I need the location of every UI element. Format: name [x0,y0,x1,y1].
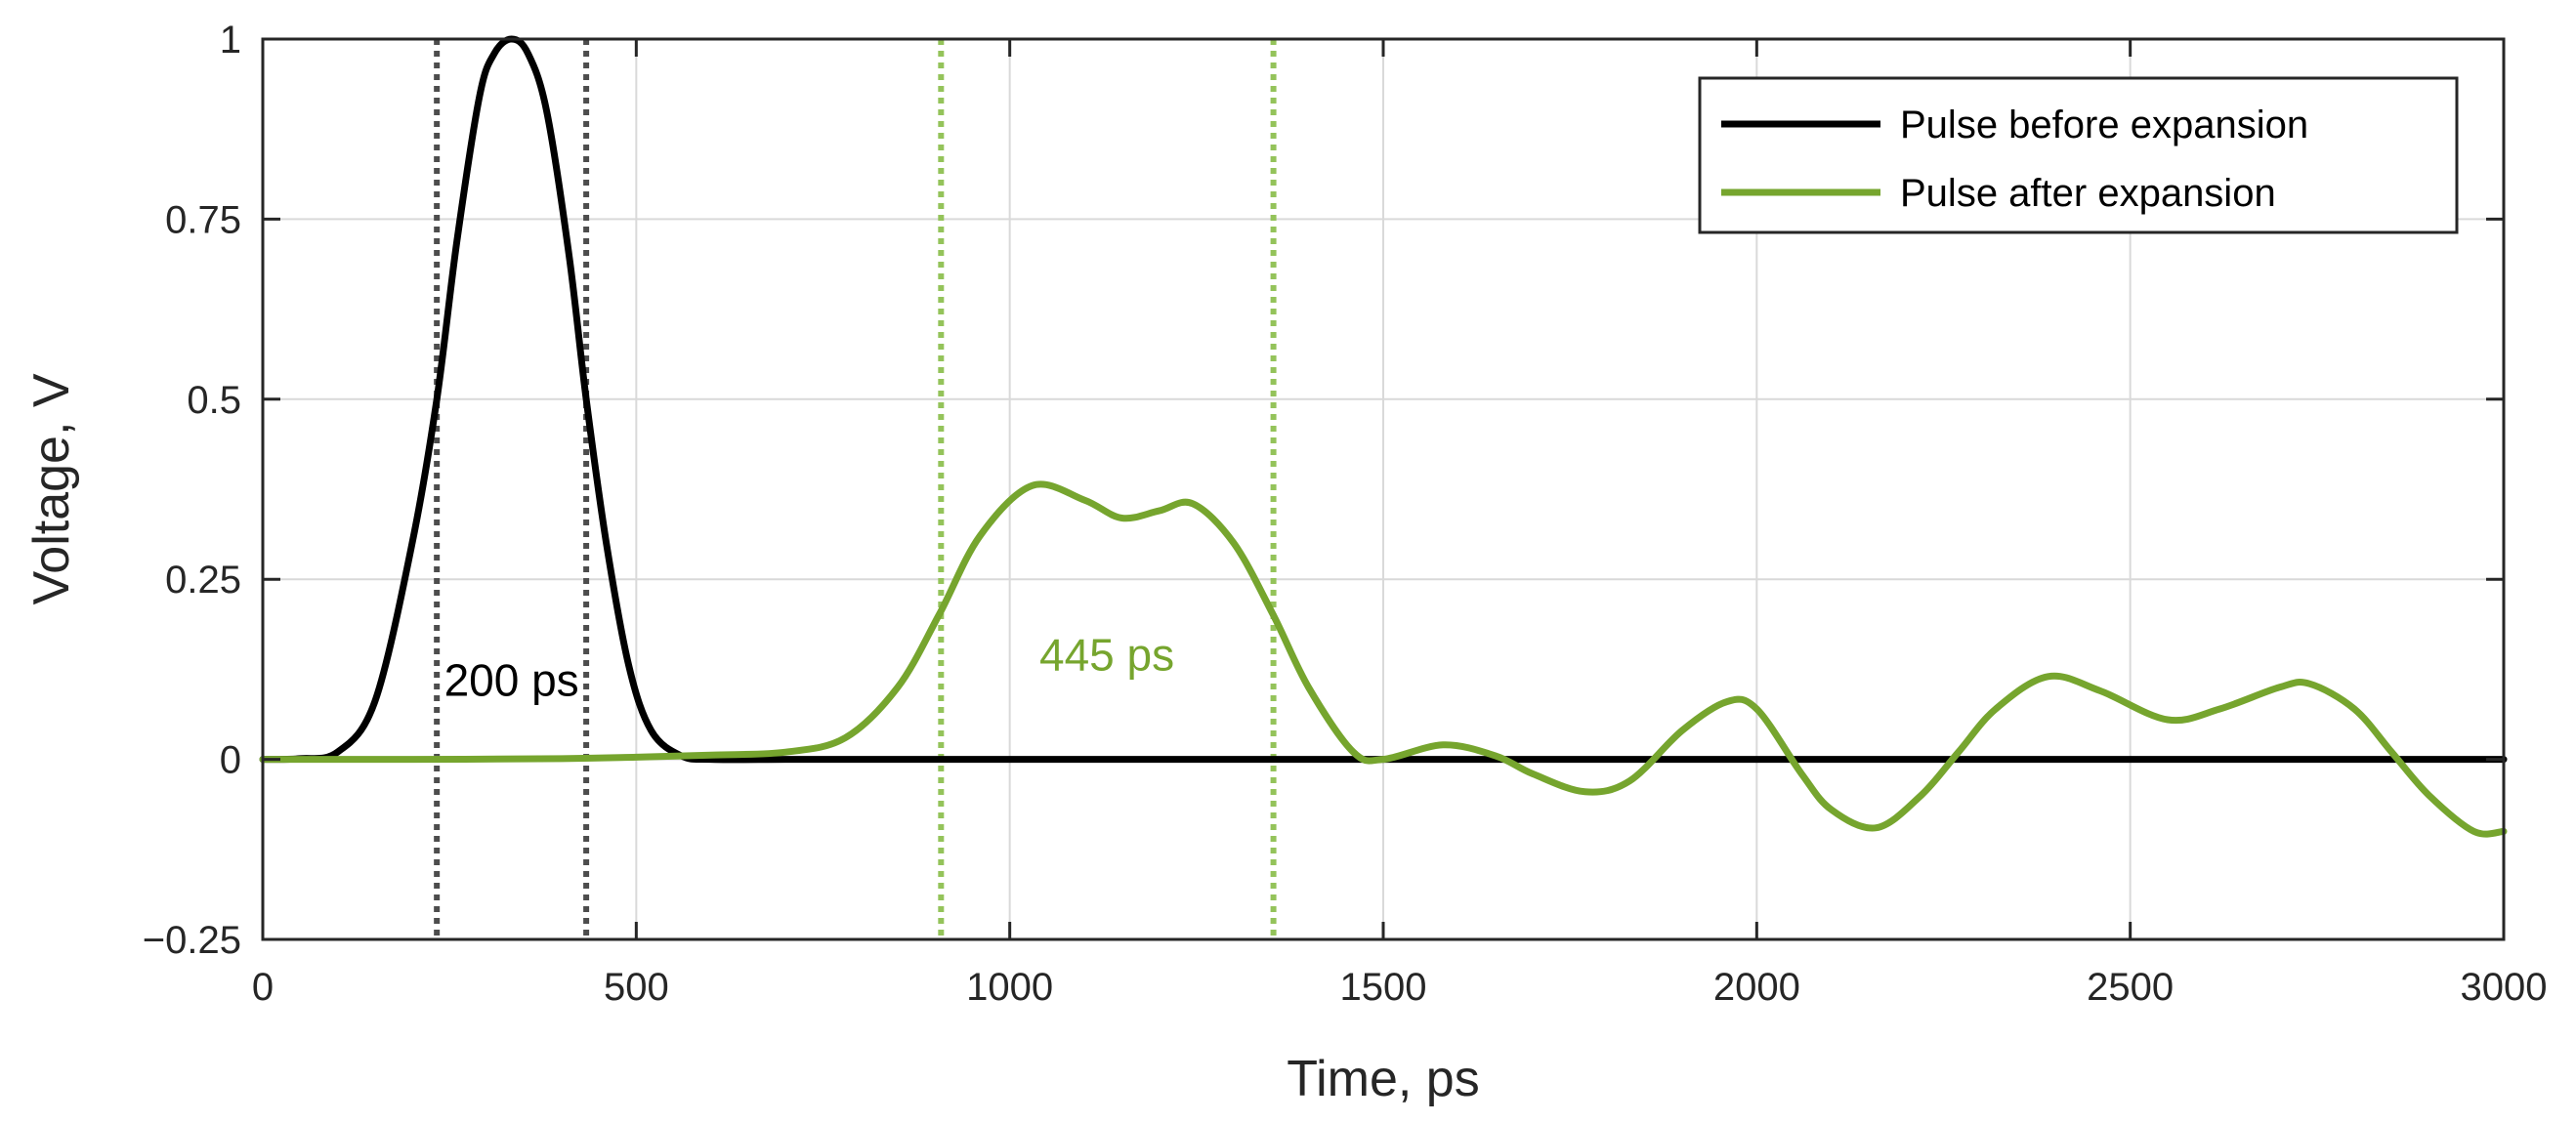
x-axis-label: Time, ps [1287,1051,1479,1107]
series-lines [259,35,2508,838]
x-tick-label: 1000 [966,966,1053,1009]
legend-label-before: Pulse before expansion [1900,104,2308,146]
x-tick-label: 500 [604,966,669,1009]
y-tick-label: 0.5 [187,379,241,422]
y-tick-label: −0.25 [143,919,241,962]
x-tick-label: 1500 [1340,966,1427,1009]
y-tick-label: 0 [220,739,241,782]
annotation-after: 445 ps [1039,630,1174,681]
y-tick-label: 0.75 [165,198,241,241]
legend-box [1698,76,2459,234]
axes: 0 500 1000 1500 2000 2500 3000 −0.25 0 0.25 0.5 0.7… [23,19,2547,1107]
y-axis-label: Voltage, V [23,373,80,604]
annotation-before: 200 ps [444,654,579,705]
legend: Pulse before expansion Pulse after expans… [1698,76,2459,234]
duration-markers [434,39,1277,939]
legend-label-after: Pulse after expansion [1900,172,2276,215]
series-line-before [259,35,2508,764]
y-tick-label: 1 [220,19,241,62]
x-tick-label: 3000 [2461,966,2548,1009]
x-tick-label: 2000 [1713,966,1800,1009]
x-tick-label: 2500 [2087,966,2174,1009]
annotations: 200 ps 445 ps [444,630,1175,706]
series-line-after [259,480,2508,838]
y-tick-label: 0.25 [165,559,241,602]
x-tick-label: 0 [252,966,274,1009]
